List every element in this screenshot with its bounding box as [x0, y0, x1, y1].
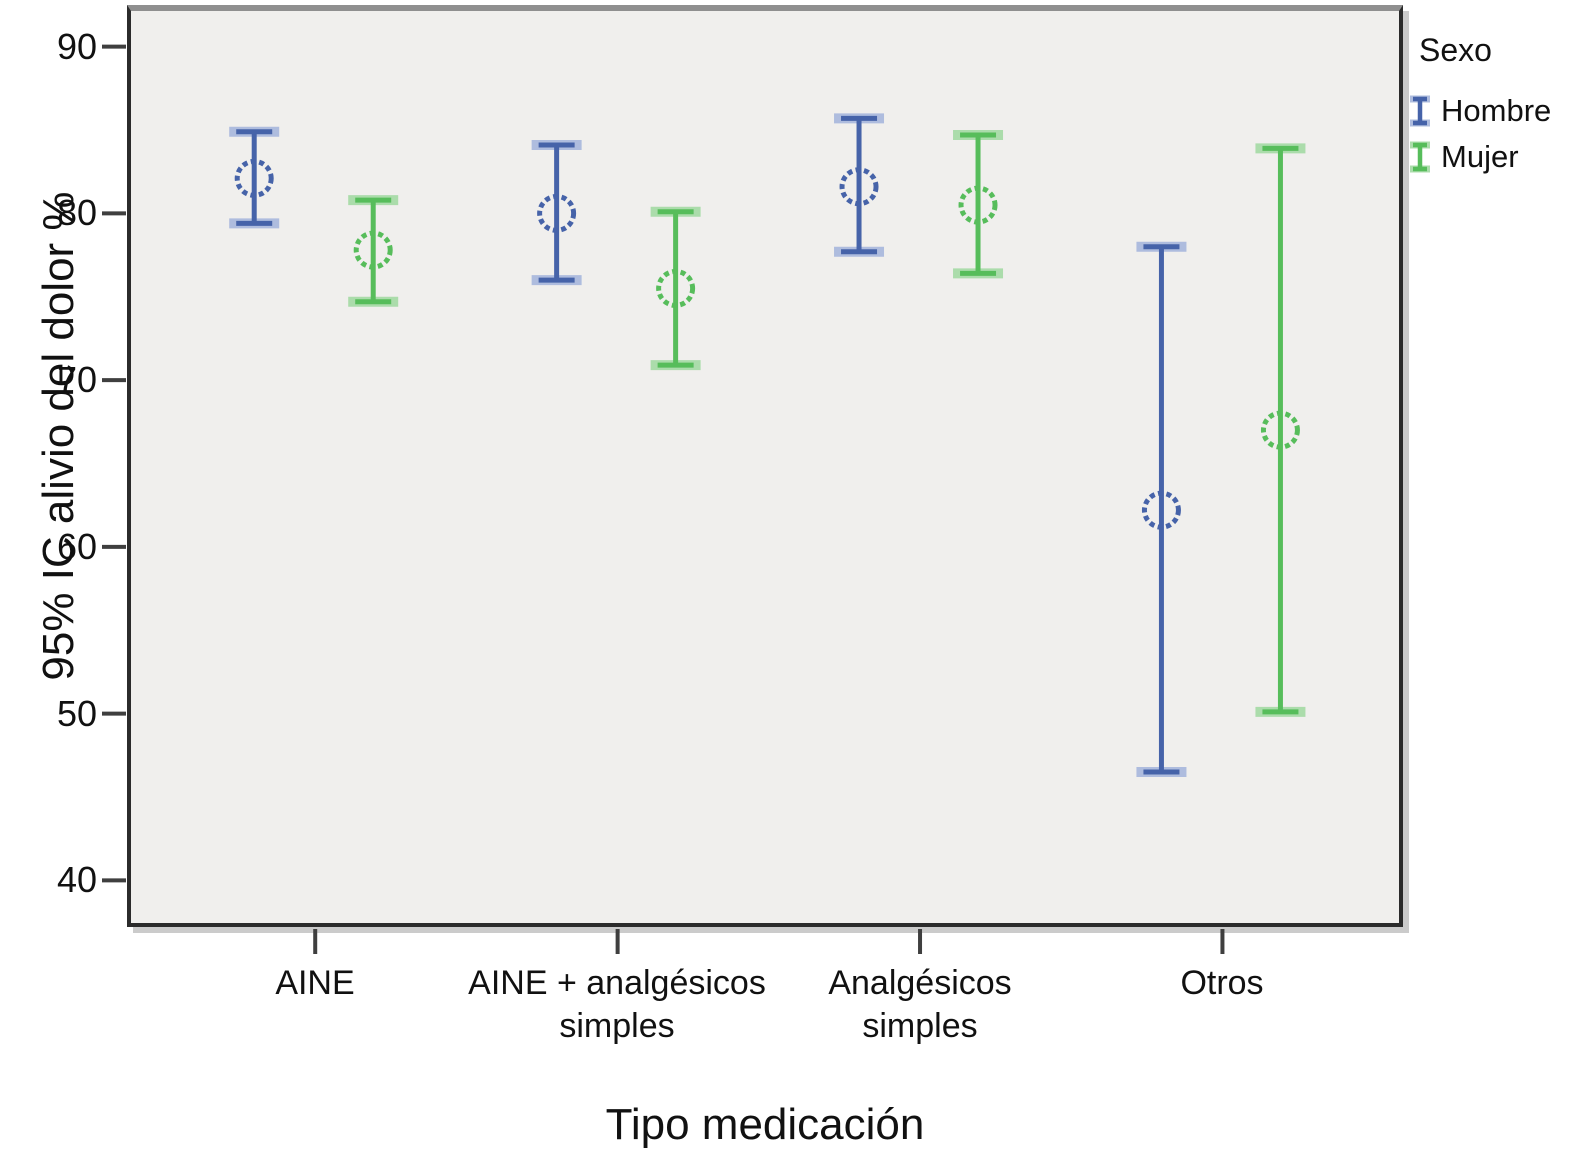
legend-label-hombre: Hombre — [1441, 93, 1552, 128]
y-tick-label: 60 — [56, 525, 97, 567]
x-tick-label-aine: AINE — [275, 964, 355, 1002]
errorbar-icon-hombre — [1410, 95, 1430, 127]
y-tick-label: 50 — [56, 692, 97, 734]
x-tick-label-otros: Otros — [1180, 964, 1264, 1002]
x-axis-title: Tipo medicación — [605, 1100, 925, 1149]
legend-label-mujer: Mujer — [1441, 139, 1519, 174]
plot-area — [127, 5, 1403, 927]
y-tick-label: 40 — [56, 859, 97, 901]
y-tick-label: 90 — [56, 25, 97, 67]
x-tick-label-aine-analgesicos: AINE + analgésicos simples — [468, 964, 766, 1045]
x-tick-label-analgesicos: Analgésicos simples — [828, 964, 1012, 1045]
legend-entry-hombre: Hombre — [1405, 91, 1572, 131]
errorbar-icon-mujer — [1410, 141, 1430, 173]
legend-entry-mujer: Mujer — [1405, 137, 1572, 177]
legend-title: Sexo — [1419, 32, 1492, 68]
y-tick-label: 80 — [56, 192, 97, 234]
legend: Sexo Hombre Mujer — [1405, 32, 1572, 183]
y-tick-label: 70 — [56, 359, 97, 401]
